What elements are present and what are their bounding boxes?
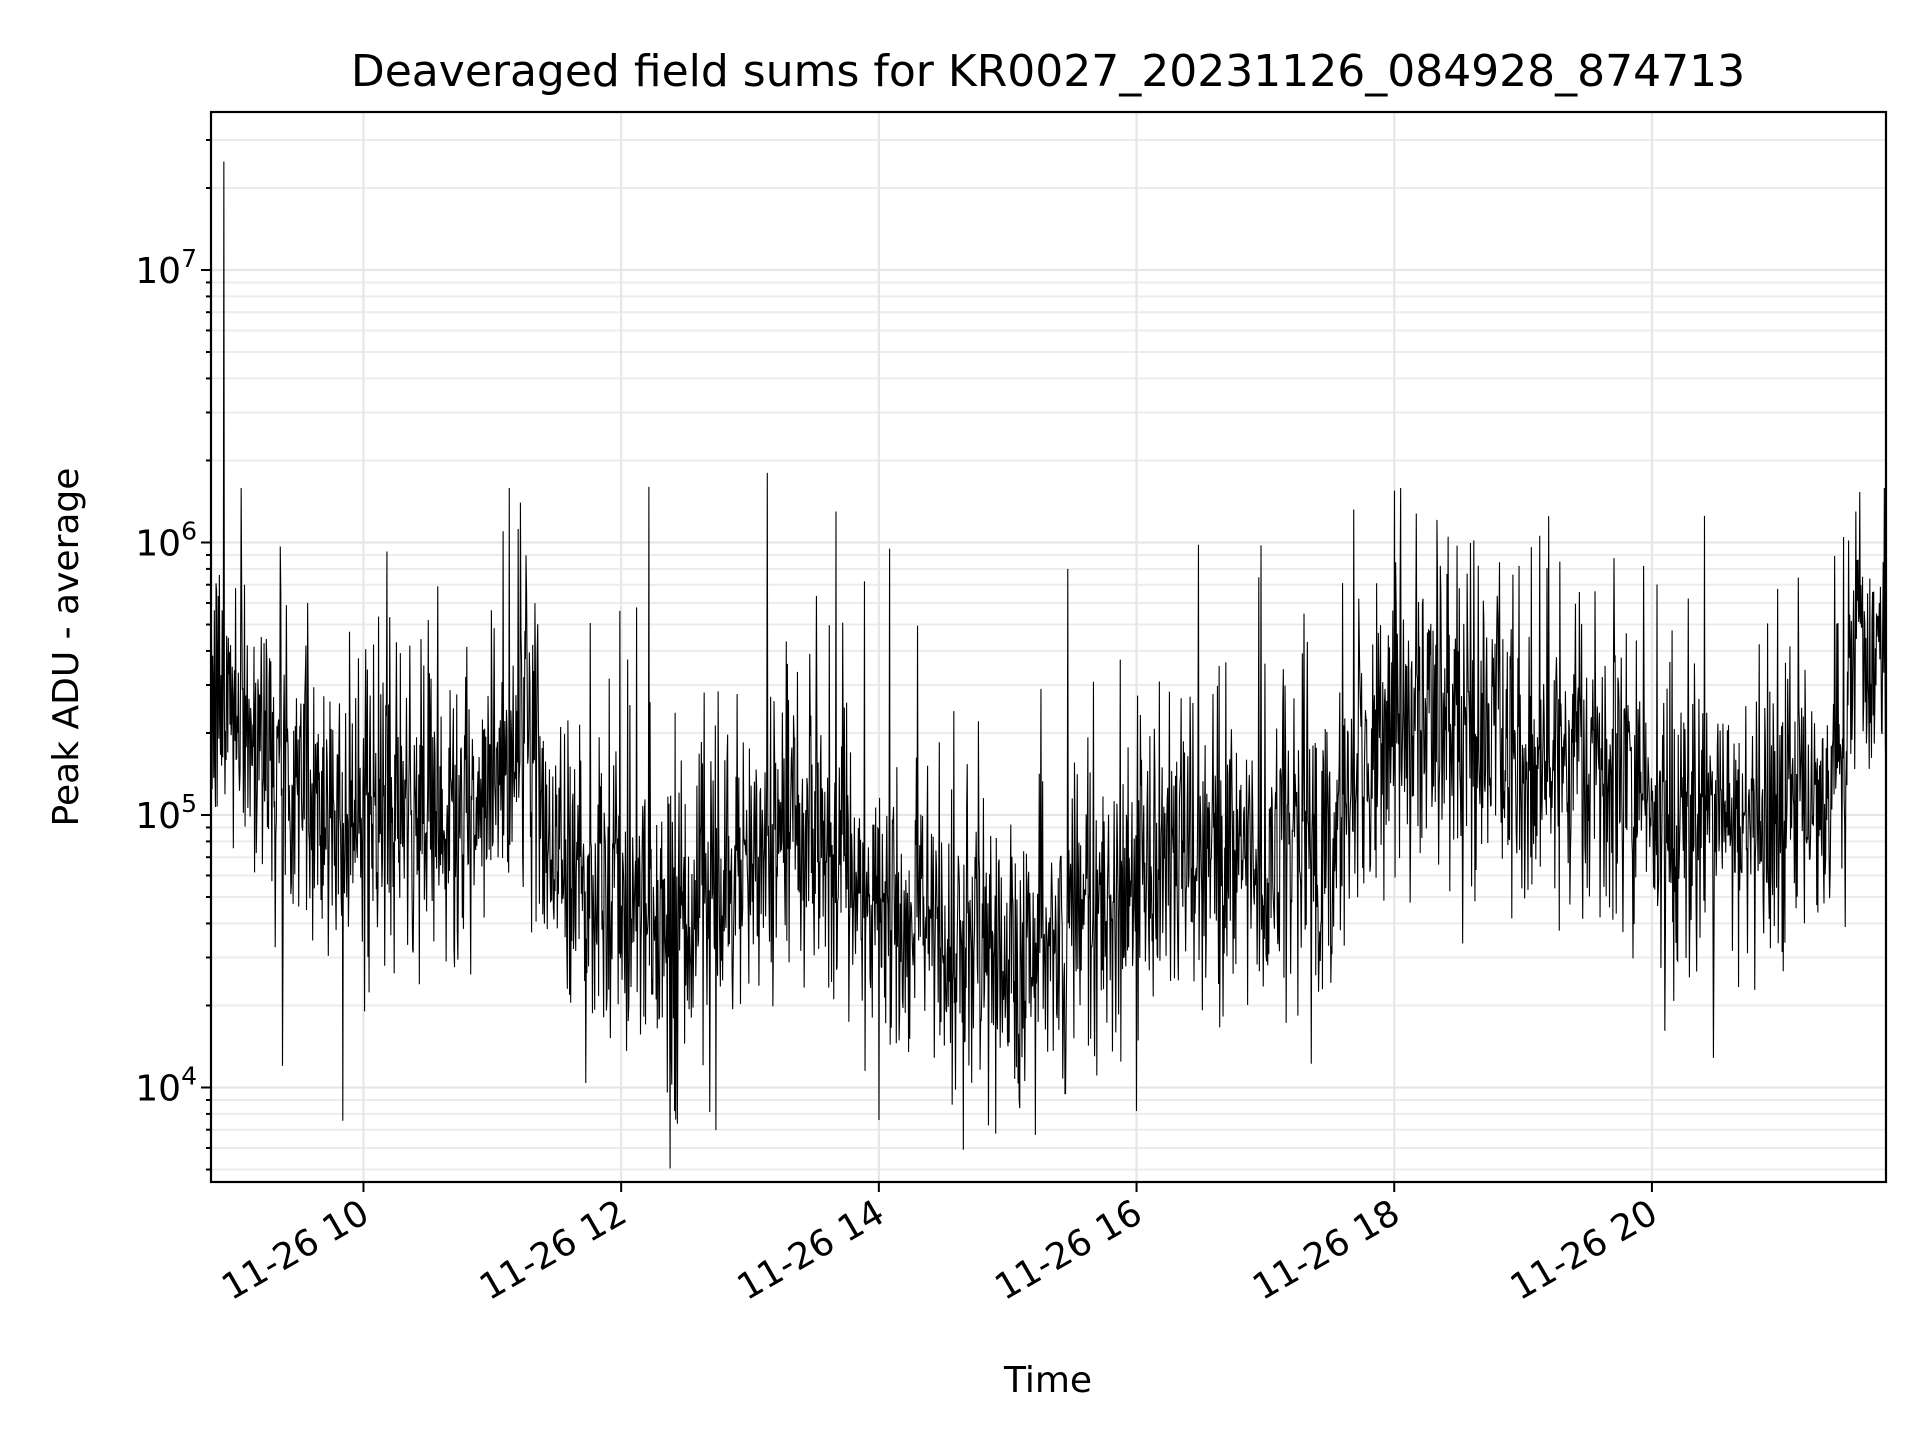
grid-lines [211, 112, 1886, 1182]
x-tick-label: 11-26 10 [215, 1192, 376, 1308]
x-tick-label: 11-26 18 [1246, 1192, 1407, 1308]
x-tick-label: 11-26 14 [731, 1192, 892, 1308]
y-axis-label: Peak ADU - average [46, 468, 87, 827]
series-line [210, 161, 1887, 1169]
x-axis-label: Time [1003, 1360, 1092, 1401]
y-tick-label: 106 [135, 516, 197, 564]
y-tick-label: 104 [135, 1061, 197, 1109]
series-layer [210, 161, 1887, 1169]
x-tick-label: 11-26 16 [988, 1192, 1149, 1308]
y-axis-ticks: 104 105 106 107 [135, 138, 211, 1171]
x-tick-label: 11-26 20 [1504, 1192, 1665, 1308]
plot-frame [209, 110, 1888, 1184]
x-axis-ticks: 11-26 10 11-26 12 11-26 14 11-26 16 11-26 18… [215, 1182, 1664, 1309]
chart-title: Deaveraged field sums for KR0027_2023112… [351, 46, 1745, 97]
y-tick-label: 105 [135, 789, 197, 837]
y-tick-label: 107 [135, 244, 197, 292]
x-tick-label: 11-26 12 [473, 1192, 634, 1308]
